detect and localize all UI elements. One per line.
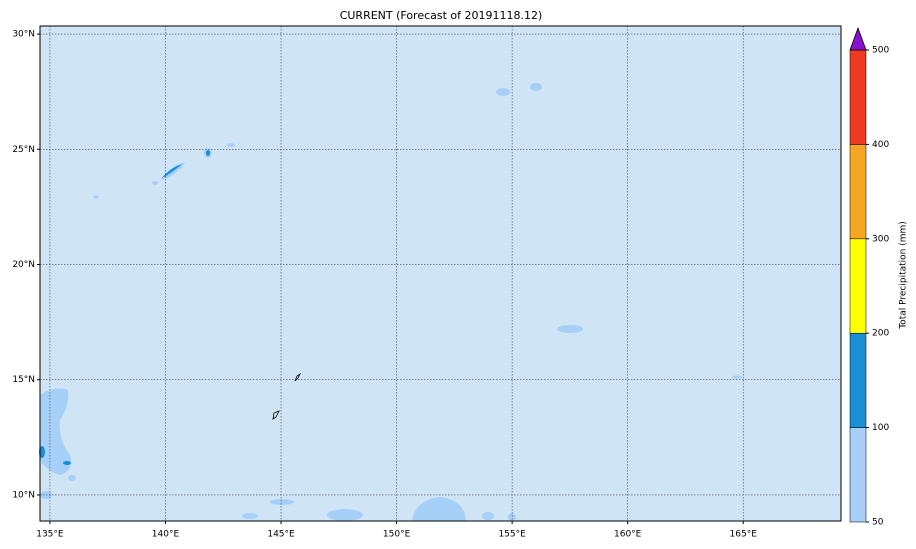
precip-area xyxy=(327,509,363,521)
colorbar-tick-label: 200 xyxy=(872,329,889,339)
precip-area xyxy=(557,325,583,333)
precip-area xyxy=(162,164,182,178)
map-frame xyxy=(39,25,842,522)
y-tick-label: 30°N xyxy=(12,30,35,40)
precip-area xyxy=(40,388,72,475)
y-tick-label: 25°N xyxy=(12,145,35,155)
precip-area xyxy=(68,475,76,481)
precip-area xyxy=(242,513,258,519)
island xyxy=(272,410,280,420)
y-tick-label: 10°N xyxy=(12,490,35,500)
chart-title: CURRENT (Forecast of 20191118.12) xyxy=(340,9,543,22)
colorbar-tick-label: 50 xyxy=(872,518,884,528)
coastlines xyxy=(272,372,302,420)
colorbar-tick-label: 500 xyxy=(872,46,889,56)
precip-area xyxy=(508,513,516,521)
precip-area xyxy=(496,88,510,96)
x-tick-label: 155°E xyxy=(498,530,526,540)
colorbar-segment xyxy=(849,332,867,428)
y-tick-label: 20°N xyxy=(12,260,35,270)
x-tick-label: 160°E xyxy=(614,530,642,540)
precip-area xyxy=(530,83,542,91)
colorbar-label: Total Precipitation (mm) xyxy=(899,221,909,330)
precip-area xyxy=(93,195,99,199)
colorbar-extend xyxy=(849,26,867,51)
y-tick-label: 15°N xyxy=(12,375,35,385)
precip-area xyxy=(206,150,210,156)
colorbar-segment xyxy=(849,427,867,523)
colorbar-tick-label: 300 xyxy=(872,234,889,244)
precip-area xyxy=(732,375,742,379)
precip-area xyxy=(412,497,466,521)
precip-area xyxy=(152,181,158,185)
colorbar-segment xyxy=(849,238,867,334)
colorbar-tick-label: 100 xyxy=(872,423,889,433)
precip-area xyxy=(270,499,294,505)
x-tick-label: 165°E xyxy=(730,530,758,540)
x-tick-label: 150°E xyxy=(383,530,411,540)
map-background xyxy=(40,26,841,521)
colorbar-segment xyxy=(849,144,867,240)
x-tick-label: 135°E xyxy=(36,530,64,540)
precip-area xyxy=(227,143,235,147)
x-tick-label: 145°E xyxy=(267,530,295,540)
x-tick-label: 140°E xyxy=(152,530,180,540)
precip-area xyxy=(63,461,71,465)
precip-area xyxy=(482,512,494,520)
colorbar-segment xyxy=(849,49,867,145)
colorbar-tick-label: 400 xyxy=(872,140,889,150)
island xyxy=(294,372,302,382)
